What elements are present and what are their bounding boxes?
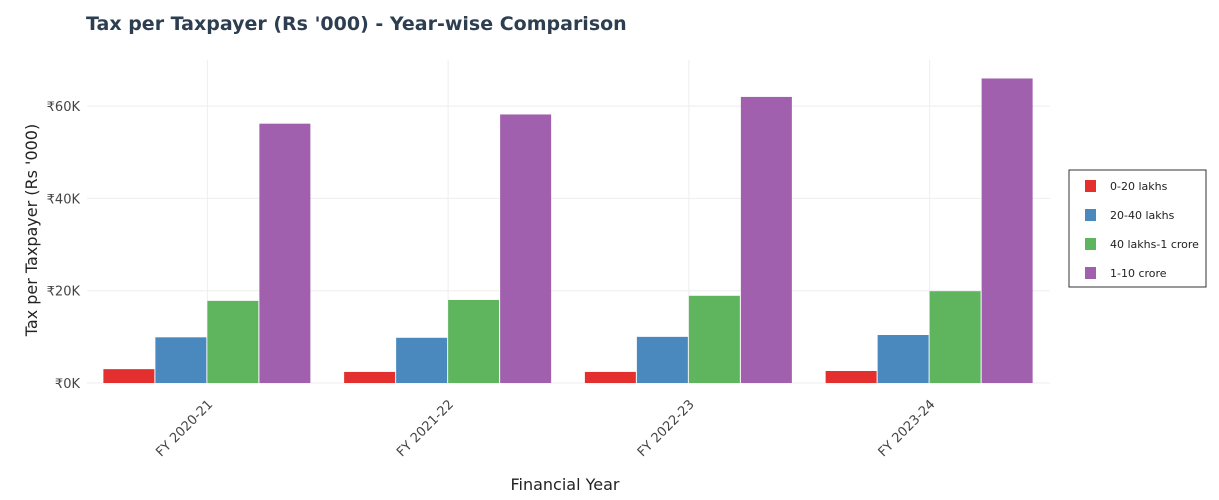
y-tick-label: ₹40K xyxy=(47,192,81,207)
legend-label: 0-20 lakhs xyxy=(1110,180,1168,193)
legend-swatch xyxy=(1085,209,1096,221)
legend: 0-20 lakhs 20-40 lakhs 40 lakhs-1 crore 1-1… xyxy=(1068,169,1207,288)
y-axis-ticks: ₹0K ₹20K ₹40K ₹60K xyxy=(47,100,81,392)
y-axis-title: Tax per Taxpayer (Rs '000) xyxy=(22,124,41,337)
bar xyxy=(825,371,877,383)
bar xyxy=(877,335,929,383)
legend-label: 20-40 lakhs xyxy=(1110,209,1175,222)
bar xyxy=(981,78,1033,383)
x-axis-ticks: FY 2020-21 FY 2021-22 FY 2022-23 FY 2023-24 xyxy=(153,397,938,460)
chart-title: Tax per Taxpayer (Rs '000) - Year-wise C… xyxy=(86,13,627,35)
legend-label: 40 lakhs-1 crore xyxy=(1110,238,1199,251)
bar xyxy=(344,371,396,383)
legend-swatch xyxy=(1085,267,1096,279)
bar xyxy=(259,123,311,384)
bar xyxy=(740,96,792,384)
x-tick-label: FY 2023-24 xyxy=(876,397,939,460)
x-tick-label: FY 2021-22 xyxy=(394,397,457,460)
legend-label: 1-10 crore xyxy=(1110,267,1167,280)
bar xyxy=(500,114,552,383)
bars-layer xyxy=(103,78,1033,384)
bar xyxy=(207,300,259,383)
x-tick-label: FY 2020-21 xyxy=(153,397,216,460)
x-axis-title: Financial Year xyxy=(510,475,619,494)
y-tick-label: ₹20K xyxy=(47,285,81,300)
bar xyxy=(448,299,500,383)
y-tick-label: ₹60K xyxy=(47,100,81,115)
legend-swatch xyxy=(1085,180,1096,192)
x-tick-label: FY 2022-23 xyxy=(635,397,698,460)
bar xyxy=(103,369,155,383)
bar xyxy=(636,336,688,383)
bar xyxy=(396,337,448,383)
bar xyxy=(584,371,636,383)
bar xyxy=(155,337,207,383)
legend-swatch xyxy=(1085,238,1096,250)
bar xyxy=(929,291,981,383)
bar xyxy=(688,295,740,383)
y-tick-label: ₹0K xyxy=(55,377,81,392)
